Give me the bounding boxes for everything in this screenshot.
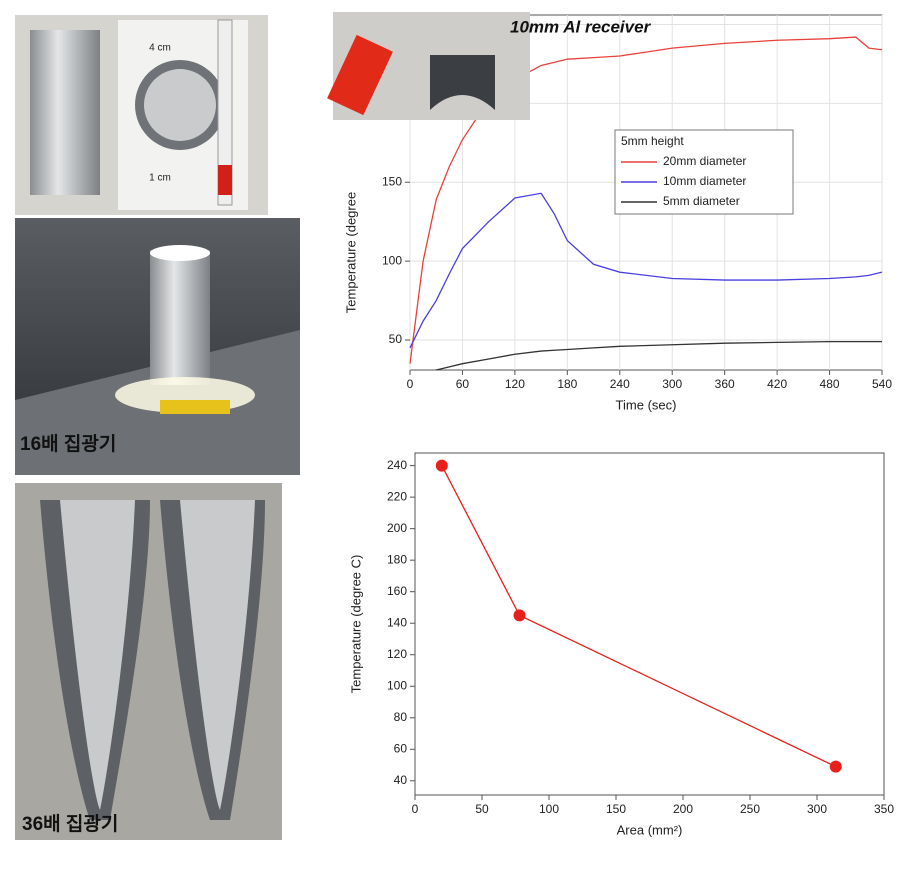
data-line [409, 192, 883, 349]
x-tick-label: 420 [767, 377, 787, 391]
y-tick-label: 120 [387, 647, 407, 661]
y-tick-label: 60 [394, 741, 408, 755]
y-tick-label: 160 [387, 584, 407, 598]
x-tick-label: 0 [407, 377, 414, 391]
data-point [435, 459, 448, 472]
x-tick-label: 480 [820, 377, 840, 391]
x-tick-label: 100 [539, 802, 559, 816]
data-line [409, 36, 883, 364]
x-tick-label: 360 [715, 377, 735, 391]
legend-label: 20mm diameter [663, 154, 746, 168]
x-tick-label: 300 [807, 802, 827, 816]
x-tick-label: 180 [557, 377, 577, 391]
x-tick-label: 60 [456, 377, 470, 391]
x-tick-label: 240 [610, 377, 630, 391]
photo-label: 36배 집광기 [22, 813, 118, 835]
x-axis-label: Time (sec) [616, 397, 677, 412]
y-tick-label: 240 [387, 458, 407, 472]
x-tick-label: 50 [475, 802, 489, 816]
chart-title: 10mm Al receiver [510, 17, 652, 36]
legend-title: 5mm height [621, 134, 684, 148]
photo-label: 16배 집광기 [20, 433, 116, 455]
photo-dimension: 4 cm [149, 43, 171, 54]
x-tick-label: 300 [662, 377, 682, 391]
photo-top: 4 cm 1 cm [15, 15, 268, 215]
x-tick-label: 350 [874, 802, 894, 816]
inset-pen [327, 34, 393, 116]
data-line [436, 340, 882, 371]
photo-dimension: 1 cm [149, 173, 171, 184]
legend-label: 10mm diameter [663, 174, 746, 188]
x-tick-label: 540 [872, 377, 892, 391]
y-tick-label: 100 [387, 678, 407, 692]
inset-receiver [430, 55, 495, 110]
data-point [513, 609, 526, 622]
y-axis-label: Temperature (degree [343, 192, 358, 313]
x-tick-label: 200 [673, 802, 693, 816]
legend-label: 5mm diameter [663, 194, 740, 208]
x-tick-label: 250 [740, 802, 760, 816]
inset-photo [327, 12, 530, 120]
legend-box [614, 129, 794, 215]
y-tick-label: 50 [389, 332, 403, 346]
y-tick-label: 100 [382, 253, 402, 267]
y-tick-label: 40 [394, 773, 408, 787]
photo-bottom: 36배 집광기 [15, 483, 282, 840]
y-tick-label: 150 [382, 174, 402, 188]
x-tick-label: 150 [606, 802, 626, 816]
x-axis-label: Area (mm²) [617, 822, 683, 837]
y-tick-label: 220 [387, 489, 407, 503]
y-tick-label: 140 [387, 615, 407, 629]
y-axis-label: Temperature (degree C) [348, 555, 363, 694]
y-tick-label: 180 [387, 552, 407, 566]
y-tick-label: 80 [394, 710, 408, 724]
y-tick-label: 200 [387, 521, 407, 535]
plot-frame [414, 452, 885, 796]
data-point [829, 760, 842, 773]
photo-middle: 16배 집광기 [15, 218, 300, 475]
x-tick-label: 0 [412, 802, 419, 816]
x-tick-label: 120 [505, 377, 525, 391]
